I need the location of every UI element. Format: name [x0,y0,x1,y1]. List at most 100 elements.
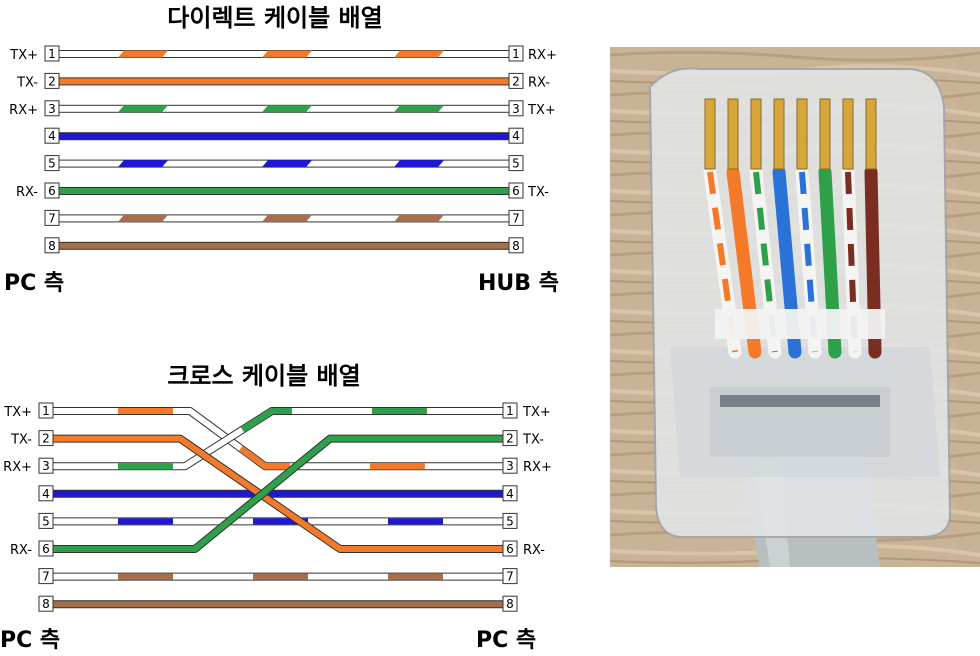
straight-right-signal-6: TX- [527,185,549,200]
straight-right-pin-5-box [508,155,524,172]
straight-left-signal-3: RX+ [9,103,38,118]
straight-wire-8 [58,241,510,250]
cross-left-pin-3-number: 3 [42,459,50,473]
straight-wire-1-stripe-2 [262,50,312,58]
straight-left-pin-6-number: 6 [48,184,56,198]
straight-right-signal-1: RX+ [528,48,557,63]
cross-right-pin-5-box [502,512,518,529]
straight-left-pin-2-number: 2 [48,74,56,88]
photo-contact-4 [773,98,785,170]
cross-left-pin-4-box [38,485,54,502]
straight-right-pin-7-number: 7 [512,211,520,225]
cross-wire-1-to-3-stripes [53,408,503,470]
cross-left-pin-8-number: 8 [42,597,50,611]
cross-left-side-label: PC 측 [0,628,60,653]
cross-right-pin-4-box [502,485,518,502]
cross-right-pin-8-number: 8 [506,597,514,611]
cross-right-pin-6-number: 6 [506,542,514,556]
straight-wire-7-stripe-2 [262,214,312,222]
cross-right-pin-2-number: 2 [506,432,514,446]
straight-wire-1-stripe-3 [394,50,444,58]
straight-left-pin-4-box [44,127,60,144]
straight-right-pin-3-number: 3 [512,102,520,116]
cross-left-signal-3: RX+ [3,460,32,475]
straight-right-pin-7-box [508,209,524,226]
straight-right-pin-8-box [508,237,524,254]
straight-left-pin-7-box [44,209,60,226]
cross-cable-diagram: 1 1 TX+ TX+ 2 2 TX- TX- 3 3 RX+ RX+ 4 4 5 5 6 6 RX- RX- 7 7 8 8 [3,402,552,612]
cable-wiring-diagram: 다이렉트 케이블 배열 1 1 TX+ RX+ 2 2 TX- RX- 3 3 RX+ TX+ 4 4 5 5… [0,4,559,653]
photo-contact-6 [819,98,831,170]
cross-right-pin-8-box [502,595,518,612]
cross-cable-title: 크로스 케이블 배열 [167,362,360,390]
rj45-connector-photo [610,47,980,567]
cross-right-pin-1-number: 1 [506,404,514,418]
photo-contact-3 [750,98,762,170]
photo-contact-2 [727,98,739,170]
straight-right-pin-4-number: 4 [512,129,520,143]
cross-left-pin-7-number: 7 [42,570,50,584]
straight-right-signal-3: TX+ [527,103,556,118]
cross-left-signal-6: RX- [10,543,32,558]
cross-left-pin-1-number: 1 [42,404,50,418]
cross-left-pin-5-number: 5 [42,514,50,528]
cross-left-pin-4-number: 4 [42,487,50,501]
photo-gold-contacts [704,98,877,170]
straight-right-pin-1-number: 1 [512,47,520,61]
cross-left-signal-2: TX- [10,433,32,448]
cross-right-pin-7-box [502,568,518,585]
straight-right-pin-2-box [508,72,524,89]
cross-right-pin-3-box [502,457,518,474]
straight-left-pin-3-number: 3 [48,102,56,116]
straight-wire-6 [58,187,510,195]
straight-left-signal-1: TX+ [9,48,38,63]
cross-left-pin-7-box [38,568,54,585]
photo-contact-1 [704,98,716,170]
straight-right-pin-6-box [508,182,524,199]
straight-left-pin-7-number: 7 [48,211,56,225]
straight-right-pin-6-number: 6 [512,184,520,198]
straight-left-side-label: PC 측 [4,271,64,296]
straight-cable-diagram: 1 1 TX+ RX+ 2 2 TX- RX- 3 3 RX+ TX+ 4 4 5 5 6 6 RX- TX- 7 7 8 8 [9,45,557,254]
straight-right-signal-2: RX- [528,75,550,90]
cross-left-pin-2-number: 2 [42,432,50,446]
straight-right-pin-5-number: 5 [512,157,520,171]
straight-right-pin-1-box [508,45,524,62]
cross-wire-6-to-2 [53,435,503,552]
straight-right-pin-8-number: 8 [512,239,520,253]
cross-right-signal-3: RX+ [523,460,552,475]
straight-wire-3-stripe-3 [394,105,444,113]
straight-wire-5-stripe-2 [262,160,312,168]
straight-left-pin-6-box [44,182,60,199]
photo-contact-7 [842,98,854,170]
cross-left-signal-1: TX+ [3,405,32,420]
straight-wire-4 [58,132,510,141]
straight-left-signal-2: TX- [16,75,38,90]
photo-contact-5 [796,98,808,170]
cross-left-pin-8-box [38,595,54,612]
cross-left-pin-3-box [38,457,54,474]
straight-wire-7-stripe-1 [118,214,168,222]
straight-right-side-label: HUB 측 [478,271,559,296]
cross-right-signal-1: TX+ [522,405,551,420]
straight-left-pin-1-box [44,45,60,62]
straight-right-pin-2-number: 2 [512,74,520,88]
straight-left-pin-5-number: 5 [48,157,56,171]
straight-left-pin-8-number: 8 [48,239,56,253]
cross-left-pin-5-box [38,512,54,529]
straight-left-pin-2-box [44,72,60,89]
straight-right-pin-3-box [508,100,524,117]
cross-right-pin-3-number: 3 [506,459,514,473]
straight-wire-3-stripe-1 [118,105,168,113]
straight-left-pin-4-number: 4 [48,129,56,143]
straight-left-pin-1-number: 1 [48,47,56,61]
straight-left-pin-8-box [44,237,60,254]
cross-right-side-label: PC 측 [476,628,536,653]
straight-wire-7-stripe-3 [394,214,444,222]
straight-wire-5-stripe-3 [394,160,444,168]
straight-left-pin-3-box [44,100,60,117]
cross-right-signal-2: TX- [522,433,544,448]
cross-right-signal-6: RX- [523,543,545,558]
straight-left-signal-6: RX- [16,185,38,200]
photo-contact-8 [865,98,877,170]
